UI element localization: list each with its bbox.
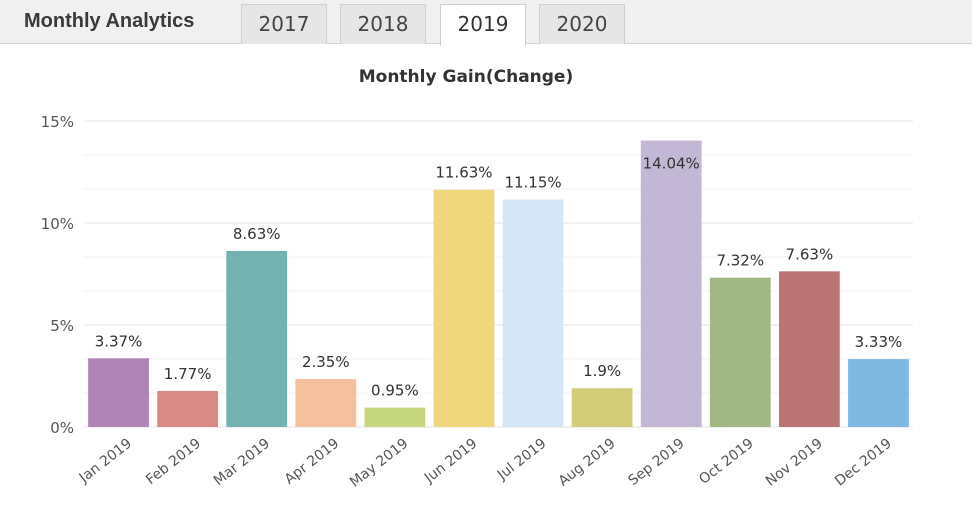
bar (88, 358, 149, 427)
data-label: 0.95% (371, 382, 419, 400)
tab-2017[interactable]: 2017 (241, 4, 327, 44)
bar (226, 250, 288, 427)
chart-panel: Monthly Gain(Change) 0% 5% 10% 15% 3.37% Jan 2… (0, 45, 972, 524)
x-tick-label: Sep 2019 (625, 436, 687, 490)
x-tick-label: Oct 2019 (696, 436, 757, 488)
tab-2020[interactable]: 2020 (539, 4, 625, 44)
y-tick-label: 10% (41, 215, 74, 233)
data-label: 14.04% (643, 155, 700, 173)
x-tick-label: Apr 2019 (282, 436, 343, 488)
y-tick-label: 15% (41, 113, 74, 131)
bar (709, 277, 771, 427)
data-label: 1.9% (583, 362, 621, 380)
data-label: 8.63% (233, 225, 281, 243)
data-label: 2.35% (302, 353, 350, 371)
page-title: Monthly Analytics (24, 10, 195, 32)
tab-2019[interactable]: 2019 (440, 4, 526, 46)
header-bar: Monthly Analytics 2017 2018 2019 2020 (0, 0, 972, 46)
data-label: 11.63% (435, 164, 492, 182)
bar (433, 189, 495, 427)
x-tick-label: Aug 2019 (556, 436, 619, 490)
data-label: 7.63% (786, 245, 834, 263)
x-tick-label: Mar 2019 (211, 436, 273, 490)
x-tick-label: Jan 2019 (76, 436, 135, 487)
tab-2018[interactable]: 2018 (340, 4, 426, 44)
data-label: 11.15% (504, 174, 561, 192)
y-tick-label: 5% (50, 317, 74, 335)
x-tick-label: Nov 2019 (763, 436, 826, 490)
x-tick-label: May 2019 (347, 436, 411, 491)
bar (157, 390, 219, 427)
bar (778, 271, 840, 427)
chart-title: Monthly Gain(Change) (359, 67, 574, 87)
data-label: 3.33% (855, 333, 903, 351)
bar (571, 388, 633, 427)
data-label: 7.32% (716, 252, 764, 270)
bar (848, 359, 909, 427)
data-label: 3.37% (95, 332, 143, 350)
x-tick-label: Dec 2019 (832, 436, 895, 490)
x-tick-label: Jun 2019 (421, 436, 480, 487)
y-tick-label: 0% (50, 419, 74, 437)
monthly-gain-chart: Monthly Gain(Change) 0% 5% 10% 15% 3.37% Jan 2… (41, 67, 913, 491)
x-tick-label: Jul 2019 (494, 436, 550, 484)
bar (502, 199, 564, 427)
data-label: 1.77% (164, 365, 212, 383)
bar (295, 379, 357, 427)
bar (364, 407, 426, 427)
x-tick-label: Feb 2019 (143, 436, 204, 489)
bar (640, 140, 702, 428)
